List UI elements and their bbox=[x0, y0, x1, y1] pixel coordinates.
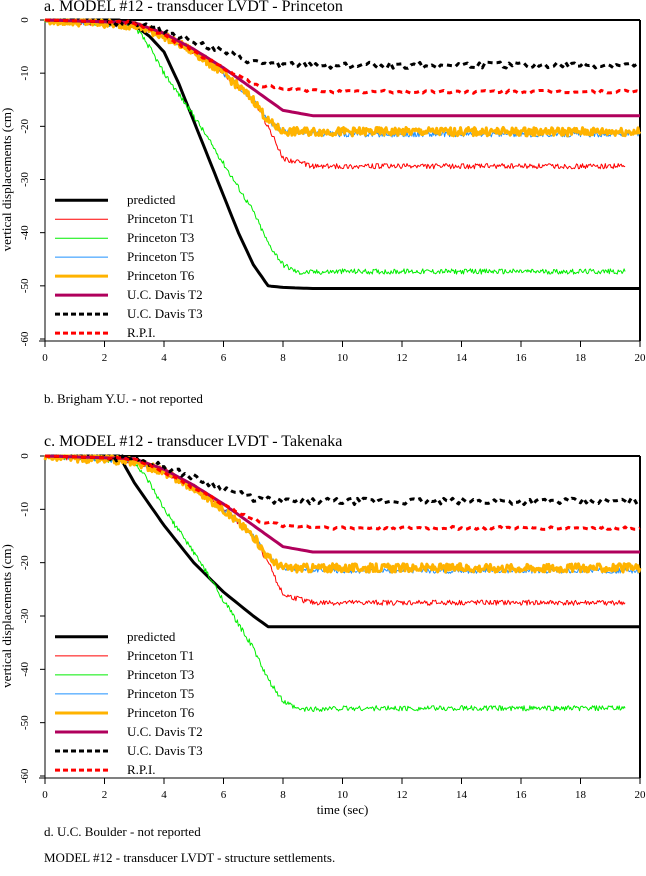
x-tick-label: 8 bbox=[280, 352, 286, 364]
x-tick-label: 6 bbox=[221, 789, 227, 801]
legend-label: R.P.I. bbox=[127, 325, 156, 340]
x-tick-label: 12 bbox=[397, 352, 408, 364]
y-tick-label: 0 bbox=[19, 453, 31, 459]
series-line-princeton-t5 bbox=[45, 20, 640, 137]
chart-a-plot: 0 -10 -20 -30 -40 -50 -60 0 2 4 6 8 10 12 14 16 18 20 vert… bbox=[0, 0, 646, 380]
legend-label: U.C. Davis T3 bbox=[127, 743, 203, 758]
legend-label: Princeton T6 bbox=[127, 268, 195, 283]
y-tick-label: -60 bbox=[19, 331, 31, 346]
x-tick-label: 14 bbox=[456, 789, 468, 801]
series-line-r-p-i- bbox=[45, 20, 640, 93]
series-line-princeton-t6 bbox=[45, 20, 640, 136]
chart-c-plot: 0 -10 -20 -30 -40 -50 -60 0 2 4 6 8 10 12 14 16 18 20 vert… bbox=[0, 436, 646, 876]
x-tick-label: 0 bbox=[42, 789, 48, 801]
y-tick-label: -20 bbox=[19, 119, 31, 134]
legend-label: Princeton T6 bbox=[127, 705, 195, 720]
y-axis-label: vertical displacements (cm) bbox=[0, 544, 14, 688]
x-tick-label: 20 bbox=[635, 352, 646, 364]
x-tick-label: 16 bbox=[516, 352, 528, 364]
x-tick-label: 20 bbox=[635, 789, 646, 801]
legend-label: Princeton T3 bbox=[127, 667, 194, 682]
series-line-princeton-t1 bbox=[45, 20, 625, 169]
legend-label: R.P.I. bbox=[127, 762, 156, 777]
series-line-u-c-davis-t2 bbox=[45, 20, 640, 116]
y-tick-label: -30 bbox=[19, 172, 31, 187]
legend-label: predicted bbox=[127, 192, 176, 207]
y-tick-label: -50 bbox=[19, 715, 31, 730]
x-tick-label: 2 bbox=[102, 352, 108, 364]
legend-label: Princeton T5 bbox=[127, 686, 194, 701]
y-tick-label: -30 bbox=[19, 608, 31, 623]
x-tick-label: 10 bbox=[337, 352, 349, 364]
x-tick-label: 12 bbox=[397, 789, 408, 801]
x-tick-label: 18 bbox=[575, 352, 587, 364]
x-tick-label: 18 bbox=[575, 789, 587, 801]
legend-label: Princeton T1 bbox=[127, 211, 194, 226]
x-tick-label: 8 bbox=[280, 789, 286, 801]
y-tick-label: -40 bbox=[19, 662, 31, 677]
legend-label: Princeton T1 bbox=[127, 648, 194, 663]
x-tick-label: 6 bbox=[221, 352, 227, 364]
y-tick-label: -10 bbox=[19, 65, 31, 80]
y-tick-label: 0 bbox=[19, 17, 31, 23]
x-tick-label: 10 bbox=[337, 789, 349, 801]
legend-label: predicted bbox=[127, 629, 176, 644]
x-tick-label: 4 bbox=[161, 789, 167, 801]
series-line-princeton-t6 bbox=[45, 456, 640, 572]
legend-label: U.C. Davis T3 bbox=[127, 306, 203, 321]
legend-label: U.C. Davis T2 bbox=[127, 724, 203, 739]
y-tick-label: -60 bbox=[19, 768, 31, 783]
x-tick-label: 4 bbox=[161, 352, 167, 364]
x-tick-label: 2 bbox=[102, 789, 108, 801]
series-line-princeton-t5 bbox=[45, 456, 640, 573]
y-axis-label: vertical displacements (cm) bbox=[0, 108, 14, 252]
x-tick-label: 16 bbox=[516, 789, 528, 801]
y-tick-label: -50 bbox=[19, 278, 31, 293]
legend-label: U.C. Davis T2 bbox=[127, 287, 203, 302]
x-tick-label: 14 bbox=[456, 352, 468, 364]
y-tick-label: -10 bbox=[19, 502, 31, 517]
x-tick-label: 0 bbox=[42, 352, 48, 364]
y-tick-label: -20 bbox=[19, 555, 31, 570]
legend-label: Princeton T5 bbox=[127, 249, 194, 264]
series-line-r-p-i- bbox=[45, 456, 640, 530]
y-tick-label: -40 bbox=[19, 225, 31, 240]
legend-label: Princeton T3 bbox=[127, 230, 194, 245]
x-axis-label: time (sec) bbox=[317, 802, 369, 817]
note-b: b. Brigham Y.U. - not reported bbox=[44, 391, 203, 407]
